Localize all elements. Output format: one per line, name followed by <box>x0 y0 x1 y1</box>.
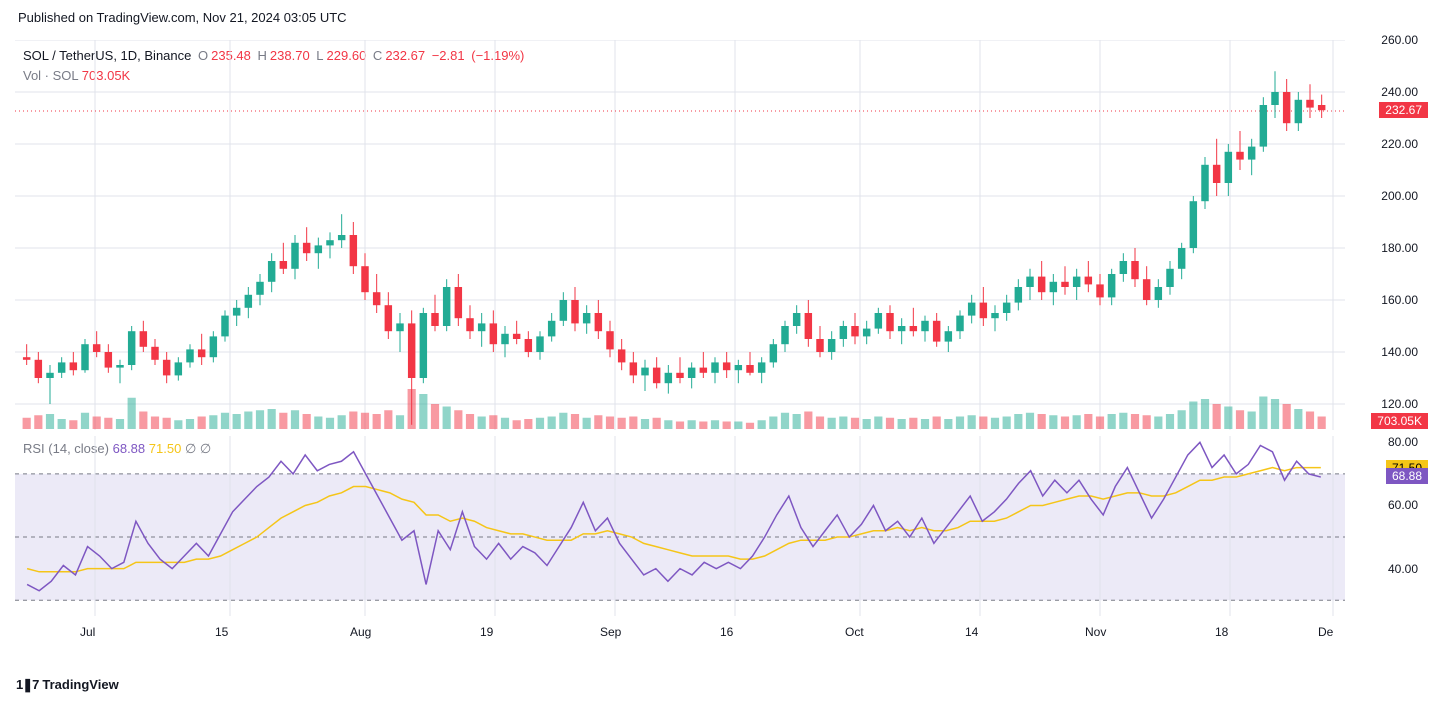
footer-branding: 1❚7 TradingView <box>16 677 119 693</box>
time-axis-label: 14 <box>965 625 978 639</box>
rsi-value-tag: 68.88 <box>1386 468 1428 484</box>
tradingview-logo-icon: 1❚7 <box>16 677 38 692</box>
time-axis-label: 19 <box>480 625 493 639</box>
time-axis: Jul 15 Aug 19 Sep 16 Oct 14 Nov 18 De <box>15 617 1345 652</box>
time-axis-label: Jul <box>80 625 95 639</box>
price-y-axis: 120.00140.00160.00180.00200.00220.00240.… <box>1353 40 1428 430</box>
time-axis-label: Aug <box>350 625 371 639</box>
rsi-chart-pane[interactable] <box>15 436 1345 616</box>
time-axis-label: 18 <box>1215 625 1228 639</box>
footer-text: TradingView <box>42 677 118 692</box>
current-price-tag: 232.67 <box>1379 102 1428 118</box>
price-chart-pane[interactable] <box>15 40 1345 430</box>
time-axis-label: 16 <box>720 625 733 639</box>
current-volume-tag: 703.05K <box>1371 413 1428 429</box>
time-axis-label: 15 <box>215 625 228 639</box>
time-axis-label: De <box>1318 625 1333 639</box>
time-axis-label: Nov <box>1085 625 1106 639</box>
time-axis-label: Oct <box>845 625 864 639</box>
publish-header: Published on TradingView.com, Nov 21, 20… <box>18 10 347 25</box>
time-axis-label: Sep <box>600 625 621 639</box>
